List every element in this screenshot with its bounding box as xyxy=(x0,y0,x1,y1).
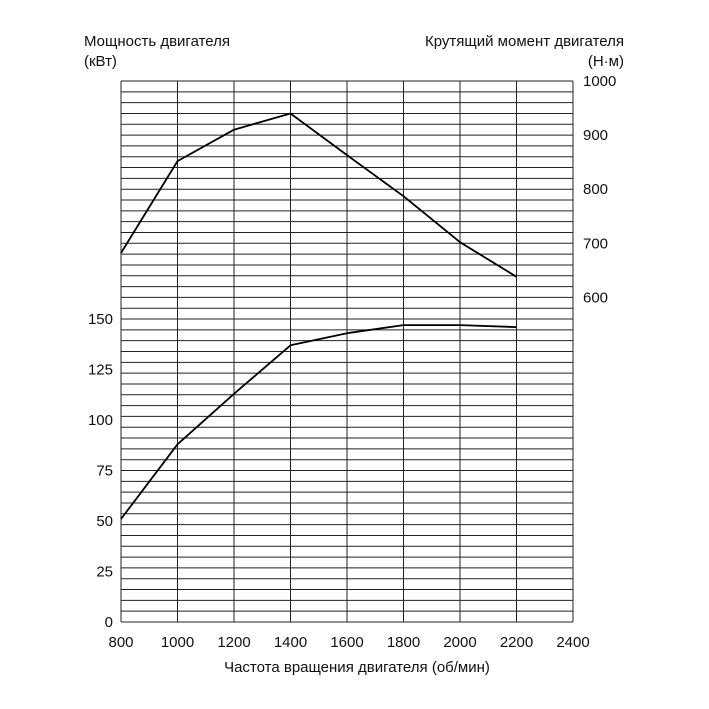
x-tick-label: 1400 xyxy=(274,634,307,651)
left-tick-label: 0 xyxy=(105,614,113,631)
right-axis-title-line1: Крутящий момент двигателя xyxy=(425,33,624,50)
left-axis-title-line1: Мощность двигателя xyxy=(84,33,230,50)
x-tick-label: 1000 xyxy=(161,634,194,651)
x-tick-label: 1200 xyxy=(217,634,250,651)
x-axis-label: Частота вращения двигателя (об/мин) xyxy=(224,659,490,676)
left-tick-label: 25 xyxy=(96,564,113,581)
x-tick-label: 2000 xyxy=(443,634,476,651)
x-tick-label: 800 xyxy=(108,634,133,651)
left-tick-label: 125 xyxy=(88,362,113,379)
x-tick-label: 2200 xyxy=(500,634,533,651)
left-tick-label: 50 xyxy=(96,513,113,530)
left-tick-label: 75 xyxy=(96,463,113,480)
x-tick-label: 2400 xyxy=(556,634,589,651)
right-tick-label: 600 xyxy=(583,289,608,306)
torque-curve xyxy=(120,112,517,278)
power-curve xyxy=(120,324,517,520)
right-tick-label: 700 xyxy=(583,235,608,252)
right-tick-label: 800 xyxy=(583,181,608,198)
right-tick-label: 900 xyxy=(583,127,608,144)
x-tick-label: 1800 xyxy=(387,634,420,651)
right-tick-labels: 600 700 800 900 1000 xyxy=(583,73,616,306)
x-tick-labels: 800 1000 1200 1400 1600 1800 2000 2200 2400 xyxy=(108,634,589,651)
x-tick-label: 1600 xyxy=(330,634,363,651)
left-tick-label: 100 xyxy=(88,412,113,429)
chart-series xyxy=(120,112,517,520)
left-tick-label: 150 xyxy=(88,311,113,328)
left-axis-title-line2: (кВт) xyxy=(84,53,117,70)
right-axis-title-line2: (Н·м) xyxy=(588,53,624,70)
chart-grid xyxy=(120,80,574,623)
left-tick-labels: 0 25 50 75 100 125 150 xyxy=(88,311,113,631)
right-tick-label: 1000 xyxy=(583,73,616,90)
